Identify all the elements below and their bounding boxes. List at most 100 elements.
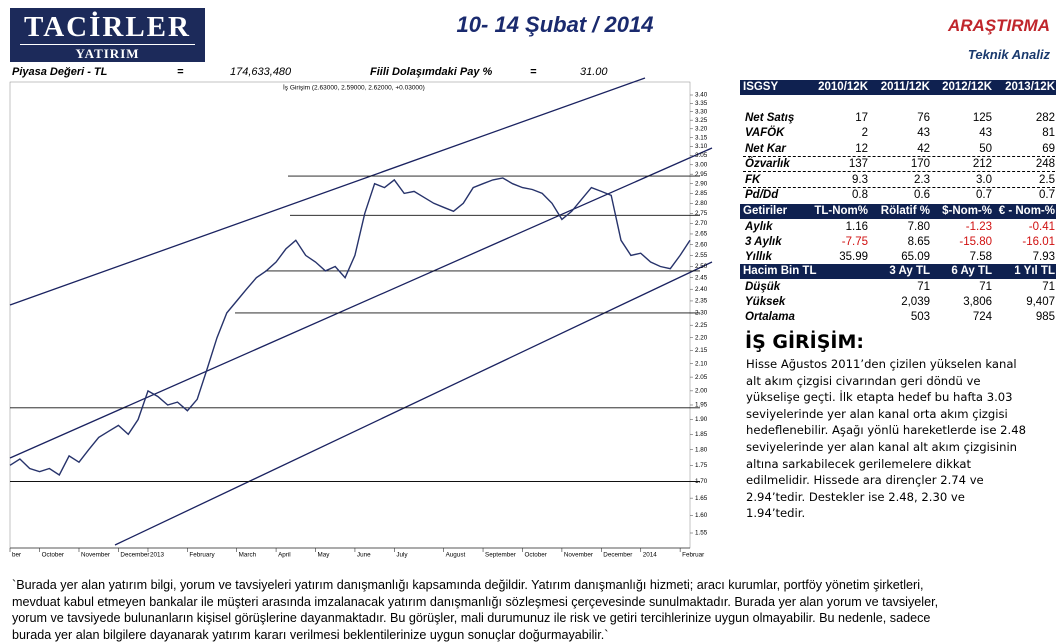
- x-tick-label: 2014: [643, 552, 658, 559]
- logo-top: TACİRLER: [24, 11, 191, 43]
- y-tick-label: 1.90: [695, 416, 708, 423]
- table-cell: 71: [917, 281, 930, 293]
- x-tick-label: May: [318, 552, 331, 559]
- table-cell: 137: [848, 158, 868, 170]
- y-tick-label: 2.45: [695, 274, 708, 281]
- table-header-bg: [740, 264, 1056, 279]
- table-cell: 71: [1042, 281, 1055, 293]
- table-cell: 7.58: [969, 251, 992, 263]
- row-label: 3 Aylık: [745, 236, 782, 248]
- table-header-cell: 6 Ay TL: [951, 265, 992, 277]
- table-cell: 9,407: [1026, 296, 1055, 308]
- y-tick-label: 2.00: [695, 388, 708, 395]
- table-header-cell: Rölatif %: [880, 205, 930, 217]
- table-header-cell: 3 Ay TL: [889, 265, 930, 277]
- row-label: Aylık: [745, 221, 773, 233]
- table-cell: 170: [910, 158, 930, 170]
- table-cell: -16.01: [1022, 236, 1055, 248]
- row-label: Yüksek: [745, 296, 786, 308]
- info-value: 174,633,480: [230, 66, 292, 78]
- x-tick-label: November: [564, 552, 593, 559]
- table-header-cell: $-Nom-%: [942, 205, 992, 217]
- x-tick-label: October: [42, 552, 64, 559]
- table-header-cell: 2011/12K: [880, 81, 930, 93]
- table-header-cell: € - Nom-%: [998, 205, 1055, 217]
- table-cell: 76: [917, 112, 930, 124]
- logo: TACİRLER YATIRIM: [10, 8, 205, 62]
- y-tick-label: 2.30: [695, 310, 708, 317]
- y-tick-label: 2.65: [695, 231, 708, 238]
- x-tick-label: February: [189, 552, 215, 559]
- table-cell: 42: [917, 143, 930, 155]
- x-tick-label: August: [446, 552, 466, 559]
- table-cell: -0.41: [1028, 221, 1055, 233]
- table-cell: 35.99: [839, 251, 868, 263]
- x-tick-label: December: [120, 552, 149, 559]
- table-cell: 69: [1042, 143, 1055, 155]
- table-header-cell: ISGSY: [743, 81, 779, 93]
- table-header-cell: 1 Yıl TL: [1014, 265, 1055, 277]
- price-line: [9, 177, 691, 477]
- y-tick-label: 2.50: [695, 263, 708, 270]
- table-cell: 2,039: [901, 296, 930, 308]
- row-separator: [743, 187, 1055, 188]
- analysis-line: seviyelerinde yer alan kanal alt akım çi…: [746, 440, 1018, 454]
- table-header-cell: Hacim Bin TL: [743, 265, 817, 277]
- y-tick-label: 3.30: [695, 108, 708, 115]
- info-value: 31.00: [580, 66, 608, 78]
- table-cell: 0.7: [1039, 189, 1055, 201]
- row-label: Özvarlık: [745, 158, 790, 170]
- table-cell: 1.16: [845, 221, 868, 233]
- table-cell: 125: [972, 112, 992, 124]
- y-tick-label: 2.60: [695, 241, 708, 248]
- y-tick-label: 2.55: [695, 252, 708, 259]
- disclaimer-line: mevduat kabul etmeyen bankalar ile müşte…: [12, 594, 939, 609]
- y-tick-label: 2.25: [695, 322, 708, 329]
- y-tick-label: 3.35: [695, 100, 708, 107]
- analysis-title: İŞ GİRİŞİM:: [745, 331, 864, 353]
- table-cell: 7.80: [907, 221, 930, 233]
- table-header-bg: [740, 80, 1056, 95]
- y-tick-label: 2.90: [695, 180, 708, 187]
- table-header-cell: 2012/12K: [942, 81, 992, 93]
- row-separator: [743, 156, 1055, 157]
- disclaimer-line: `Burada yer alan yatırım bilgi, yorum ve…: [12, 578, 924, 592]
- analysis-line: yükselişe geçti. İlk etapta hedef bu haf…: [746, 390, 1013, 405]
- analysis-line: 2.94’tedir. Destekler ise 2.48, 2.30 ve: [746, 489, 965, 504]
- info-eq: =: [177, 66, 184, 78]
- analysis-line: hedeflenebilir. Aşağı yönlü hareketlerde…: [746, 423, 1026, 438]
- info-label: Fiili Dolaşımdaki Pay %: [370, 66, 493, 78]
- row-label: Yıllık: [745, 251, 772, 263]
- table-cell: -1.23: [965, 221, 992, 233]
- trend-channel: [9, 77, 713, 546]
- table-cell: 985: [1035, 311, 1055, 323]
- report-title: 10- 14 Şubat / 2014: [456, 12, 654, 37]
- row-label: Pd/Dd: [745, 189, 779, 201]
- x-tick-label: November: [81, 552, 110, 559]
- table-cell: 0.6: [914, 189, 930, 201]
- x-tick-label: 2013: [150, 552, 165, 559]
- x-tick-label: October: [524, 552, 546, 559]
- table-cell: 3,806: [963, 296, 992, 308]
- row-label: Net Satış: [745, 112, 795, 124]
- y-tick-label: 1.75: [695, 462, 708, 469]
- table-cell: 8.65: [907, 236, 930, 248]
- disclaimer-line: burada yer alan bilgilere dayanarak yatı…: [12, 627, 609, 642]
- y-tick-label: 1.80: [695, 446, 708, 453]
- y-tick-label: 1.60: [695, 512, 708, 519]
- x-tick-label: September: [485, 552, 516, 559]
- analysis-line: Hisse Ağustos 2011’den çizilen yükselen …: [746, 357, 1017, 371]
- channel-upper: [9, 77, 646, 306]
- table-cell: 2.3: [914, 174, 930, 186]
- disclaimer-line: yorum ve tavsiyede bulunanların kişisel …: [12, 611, 931, 626]
- y-tick-label: 2.40: [695, 286, 708, 293]
- y-tick-label: 2.35: [695, 298, 708, 305]
- table-header-cell: Getiriler: [743, 205, 788, 217]
- analysis-line: altına sarkabilecek gerilemelere dikkat: [746, 456, 971, 471]
- table-header-bg: [740, 204, 1056, 219]
- y-tick-label: 3.25: [695, 117, 708, 124]
- channel-middle: [9, 147, 713, 459]
- analysis-line: edilmelidir. Hissede ara dirençler 2.74 …: [746, 473, 984, 488]
- y-tick-label: 2.95: [695, 171, 708, 178]
- y-tick-label: 2.10: [695, 360, 708, 367]
